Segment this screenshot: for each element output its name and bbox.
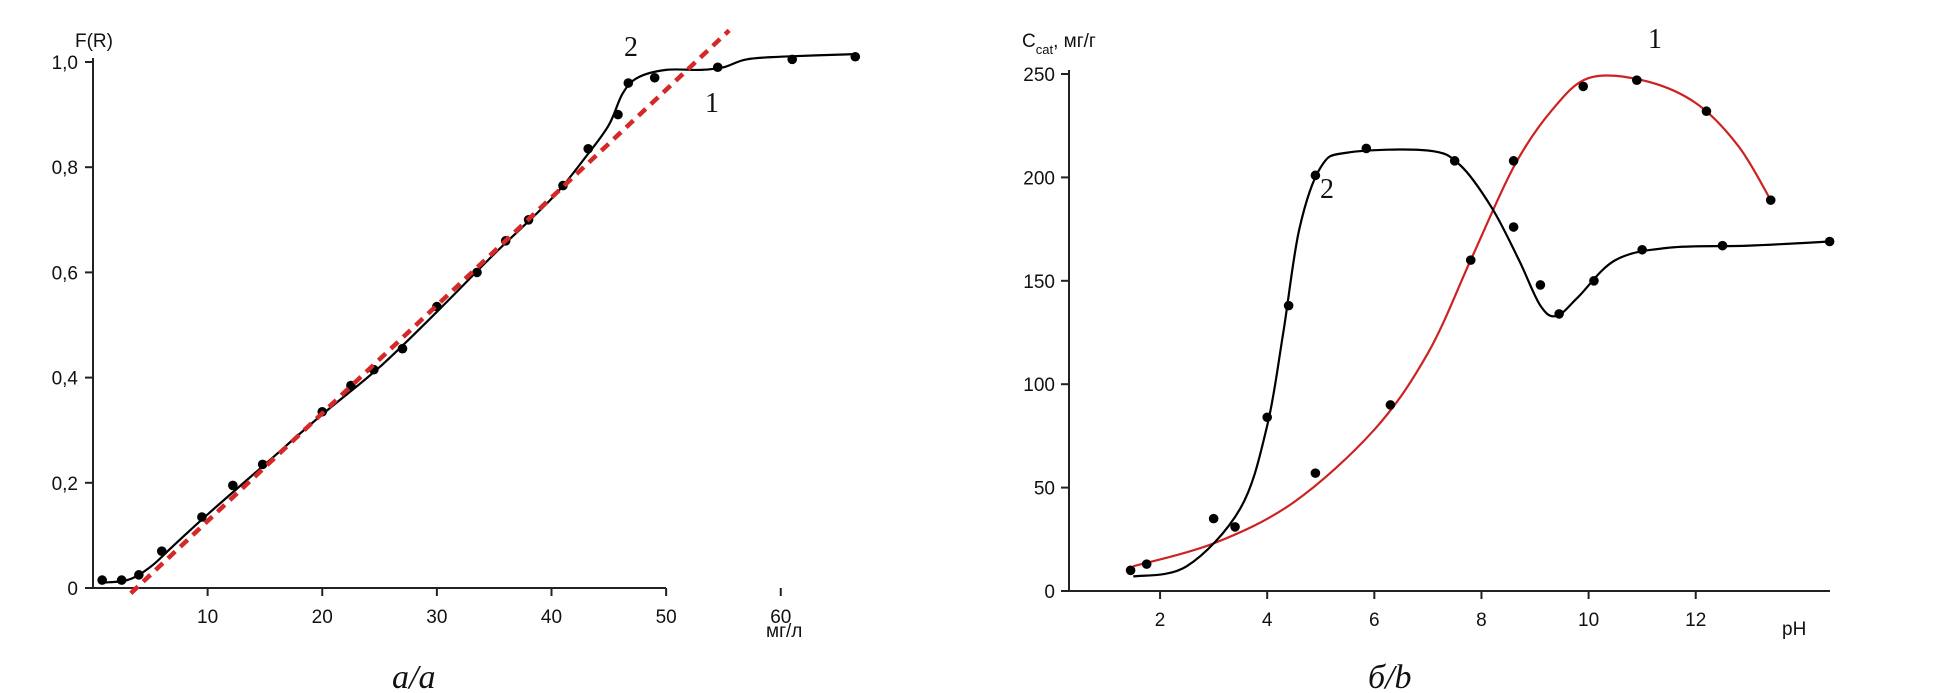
series-2-point bbox=[1589, 276, 1599, 286]
chart-a-x-axis-label: мг/л bbox=[766, 621, 802, 642]
series-2-point bbox=[1717, 240, 1728, 251]
series-2-line bbox=[129, 28, 731, 595]
series-2-point bbox=[1508, 222, 1519, 232]
series-2-point bbox=[1208, 513, 1219, 524]
series-2-label: 2 bbox=[624, 32, 638, 63]
chart-b-x-axis-label: pH bbox=[1782, 619, 1806, 640]
chart-a-series-labels: 12 bbox=[624, 32, 719, 119]
chart-a: F(R) мг/л 0 0,2 0,4 0,6 0,8 1,0 10 20 30 40 50 60 1… bbox=[52, 28, 861, 693]
series-2-label: 2 bbox=[1320, 174, 1334, 205]
y-tick-label: 0 bbox=[1044, 582, 1055, 603]
chart-b-y-axis-label-main: C bbox=[1022, 31, 1036, 52]
chart-b-axes: 0 50 100 150 200 250 2 4 6 8 10 12 bbox=[1023, 65, 1830, 631]
chart-b-series-labels: 12 bbox=[1320, 24, 1662, 205]
series-1-point bbox=[583, 143, 593, 154]
series-1-point bbox=[1310, 468, 1321, 478]
series-2-point bbox=[1310, 170, 1321, 181]
y-tick-label: 0,2 bbox=[52, 474, 78, 495]
series-1-point bbox=[1508, 156, 1519, 166]
x-tick-label: 60 bbox=[770, 607, 791, 628]
chart-b-y-axis-label-unit: , мг/г bbox=[1053, 31, 1096, 52]
chart-b-series bbox=[1125, 74, 1835, 578]
y-tick-label: 0,6 bbox=[52, 263, 78, 284]
x-tick-label: 30 bbox=[426, 607, 447, 628]
y-tick-label: 250 bbox=[1023, 65, 1055, 86]
y-tick-label: 0,8 bbox=[52, 158, 78, 179]
series-1-point bbox=[649, 72, 660, 83]
series-1-point bbox=[787, 54, 798, 65]
series-2-point bbox=[1283, 300, 1294, 311]
series-1-point bbox=[1465, 255, 1476, 265]
y-tick-label: 150 bbox=[1023, 272, 1055, 293]
chart-a-caption: a/a bbox=[392, 659, 435, 693]
series-1-point bbox=[1230, 522, 1240, 532]
chart-b-y-axis-label-subscript: cat bbox=[1036, 42, 1054, 57]
series-1-point bbox=[1141, 559, 1152, 569]
series-1-point bbox=[1632, 75, 1642, 86]
series-1-point bbox=[397, 343, 408, 354]
series-2-line bbox=[1133, 148, 1830, 578]
series-1-point bbox=[97, 575, 107, 585]
series-1-point bbox=[850, 51, 861, 62]
series-1-point bbox=[1765, 195, 1776, 205]
series-1-label: 1 bbox=[1648, 24, 1662, 55]
x-tick-label: 20 bbox=[312, 607, 333, 628]
series-1-line bbox=[98, 53, 856, 584]
y-tick-label: 100 bbox=[1023, 375, 1055, 396]
series-2-point bbox=[1824, 236, 1835, 247]
series-1-point bbox=[197, 512, 207, 522]
series-1-point bbox=[613, 109, 623, 120]
series-1-point bbox=[228, 480, 238, 491]
series-1-point bbox=[623, 78, 634, 88]
series-2-point bbox=[1637, 244, 1647, 255]
chart-a-y-axis-label: F(R) bbox=[75, 31, 113, 52]
series-1-line bbox=[1133, 74, 1772, 568]
series-1-point bbox=[472, 267, 482, 278]
series-1-point bbox=[257, 459, 268, 470]
x-tick-label: 40 bbox=[541, 607, 562, 628]
x-tick-label: 50 bbox=[656, 607, 677, 628]
series-2-point bbox=[1361, 143, 1372, 154]
x-tick-label: 2 bbox=[1155, 610, 1166, 631]
series-2-point bbox=[1535, 280, 1546, 290]
series-1-point bbox=[712, 62, 723, 73]
series-2-point bbox=[1262, 412, 1272, 423]
chart-a-series bbox=[97, 28, 861, 595]
series-2-point bbox=[1125, 565, 1136, 576]
y-tick-label: 0,4 bbox=[52, 369, 79, 390]
y-tick-label: 0 bbox=[67, 579, 78, 600]
x-tick-label: 10 bbox=[1578, 610, 1599, 631]
series-1-label: 1 bbox=[705, 88, 719, 119]
series-1-point bbox=[1701, 106, 1712, 117]
series-2-point bbox=[1449, 156, 1460, 166]
x-tick-label: 12 bbox=[1685, 610, 1706, 631]
y-tick-label: 50 bbox=[1034, 479, 1055, 500]
series-1-point bbox=[1385, 400, 1396, 410]
y-tick-label: 1,0 bbox=[52, 53, 78, 74]
series-1-point bbox=[116, 575, 127, 585]
chart-b-caption: б/b bbox=[1368, 659, 1412, 693]
x-tick-label: 4 bbox=[1262, 610, 1273, 631]
x-tick-label: 8 bbox=[1476, 610, 1487, 631]
chart-a-axes: 0 0,2 0,4 0,6 0,8 1,0 10 20 30 40 50 60 bbox=[52, 53, 792, 628]
x-tick-label: 10 bbox=[197, 607, 218, 628]
x-tick-label: 6 bbox=[1369, 610, 1380, 631]
series-1-point bbox=[1578, 81, 1589, 92]
chart-b-y-axis-label: Ccat, мг/г bbox=[1022, 31, 1096, 57]
series-1-point bbox=[134, 570, 144, 580]
y-tick-label: 200 bbox=[1023, 168, 1055, 189]
series-2-point bbox=[1554, 309, 1564, 319]
series-1-point bbox=[156, 546, 167, 556]
